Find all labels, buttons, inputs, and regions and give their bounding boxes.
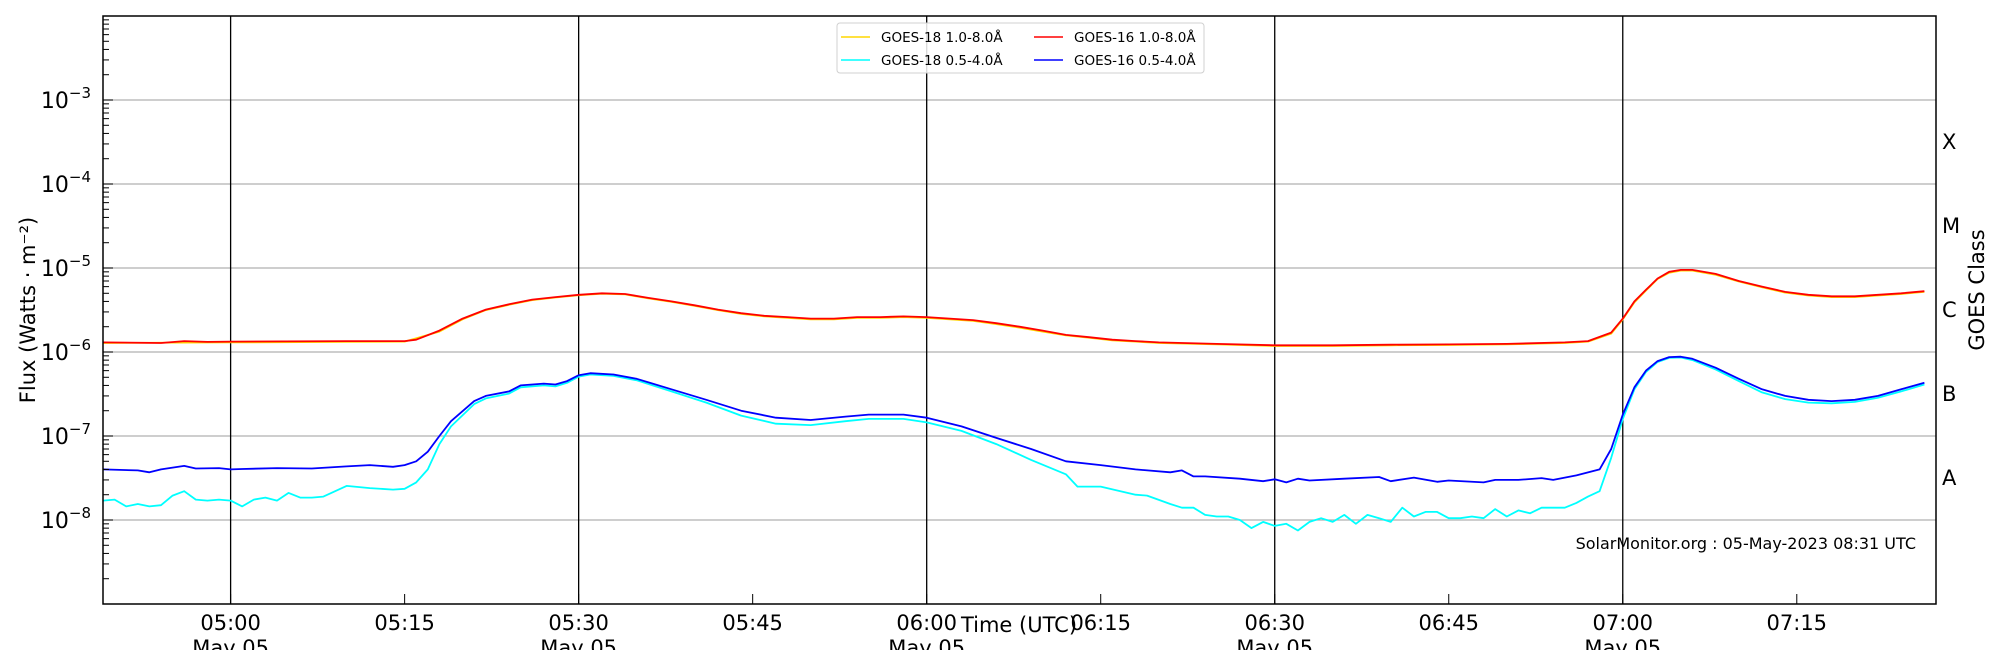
y-tick-base: 10 — [41, 341, 69, 366]
series-line-0 — [102, 269, 1925, 347]
y-tick-base: 10 — [41, 173, 69, 198]
legend-label: GOES-16 0.5-4.0Å — [1074, 52, 1196, 69]
series-line-3 — [102, 355, 1925, 484]
x-axis-label: Time (UTC) — [960, 613, 1077, 637]
legend-box — [836, 22, 1205, 74]
x-tick-date: May 05 — [540, 636, 617, 650]
x-tick-label: 06:30 — [1244, 611, 1305, 635]
legend-label: GOES-18 0.5-4.0Å — [881, 52, 1003, 69]
y-tick-exponent: −6 — [69, 336, 91, 354]
x-tick-label: 05:45 — [722, 611, 783, 635]
legend-label: GOES-18 1.0-8.0Å — [881, 29, 1003, 46]
x-tick-label: 06:45 — [1418, 611, 1479, 635]
x-tick-label: 05:15 — [374, 611, 435, 635]
y-tick-base: 10 — [41, 257, 69, 282]
x-tick-date: May 05 — [1584, 636, 1661, 650]
series-lines — [102, 268, 1925, 532]
x-tick-label: 06:00 — [896, 611, 957, 635]
goes-class-label: X — [1942, 130, 1956, 154]
x-tick-label: 06:15 — [1070, 611, 1131, 635]
x-tick-label: 07:00 — [1593, 611, 1654, 635]
grid — [103, 16, 1936, 604]
y-tick-label: 10−8 — [41, 504, 91, 534]
y-tick-base: 10 — [41, 89, 69, 114]
legend: GOES-18 1.0-8.0Å GOES-18 0.5-4.0Å GOES-16 … — [836, 22, 1205, 74]
plot-frame — [102, 15, 1937, 605]
y-tick-exponent: −8 — [69, 504, 91, 522]
goes-class-label: M — [1942, 214, 1960, 238]
y-tick-exponent: −3 — [69, 84, 91, 102]
goes-class-label: C — [1942, 298, 1957, 322]
y-tick-exponent: −7 — [69, 420, 91, 438]
y-tick-base: 10 — [41, 509, 69, 534]
series-line-2 — [102, 268, 1925, 347]
y-tick-label: 10−5 — [41, 252, 91, 282]
y-tick-label: 10−6 — [41, 336, 91, 366]
x-tick-label: 07:15 — [1767, 611, 1828, 635]
y-tick-label: 10−3 — [41, 84, 91, 114]
x-tick-label: 05:00 — [200, 611, 261, 635]
x-tick-label: 05:30 — [548, 611, 609, 635]
x-tick-date: May 05 — [192, 636, 269, 650]
legend-label: GOES-16 1.0-8.0Å — [1074, 29, 1196, 46]
series-line-1 — [102, 356, 1925, 532]
y-tick-label: 10−7 — [41, 420, 91, 450]
timestamp-annotation: SolarMonitor.org : 05-May-2023 08:31 UTC — [1576, 534, 1916, 553]
y-axis-label: Flux (Watts · m⁻²) — [16, 217, 40, 403]
x-tick-date: May 05 — [888, 636, 965, 650]
y-tick-label: 10−4 — [41, 168, 91, 198]
right-axis-label: GOES Class — [1965, 229, 1989, 350]
goes-class-label: B — [1942, 382, 1956, 406]
goes-class-label: A — [1942, 466, 1957, 490]
y-tick-exponent: −5 — [69, 252, 91, 270]
x-tick-date: May 05 — [1236, 636, 1313, 650]
y-tick-exponent: −4 — [69, 168, 91, 186]
y-tick-base: 10 — [41, 425, 69, 450]
